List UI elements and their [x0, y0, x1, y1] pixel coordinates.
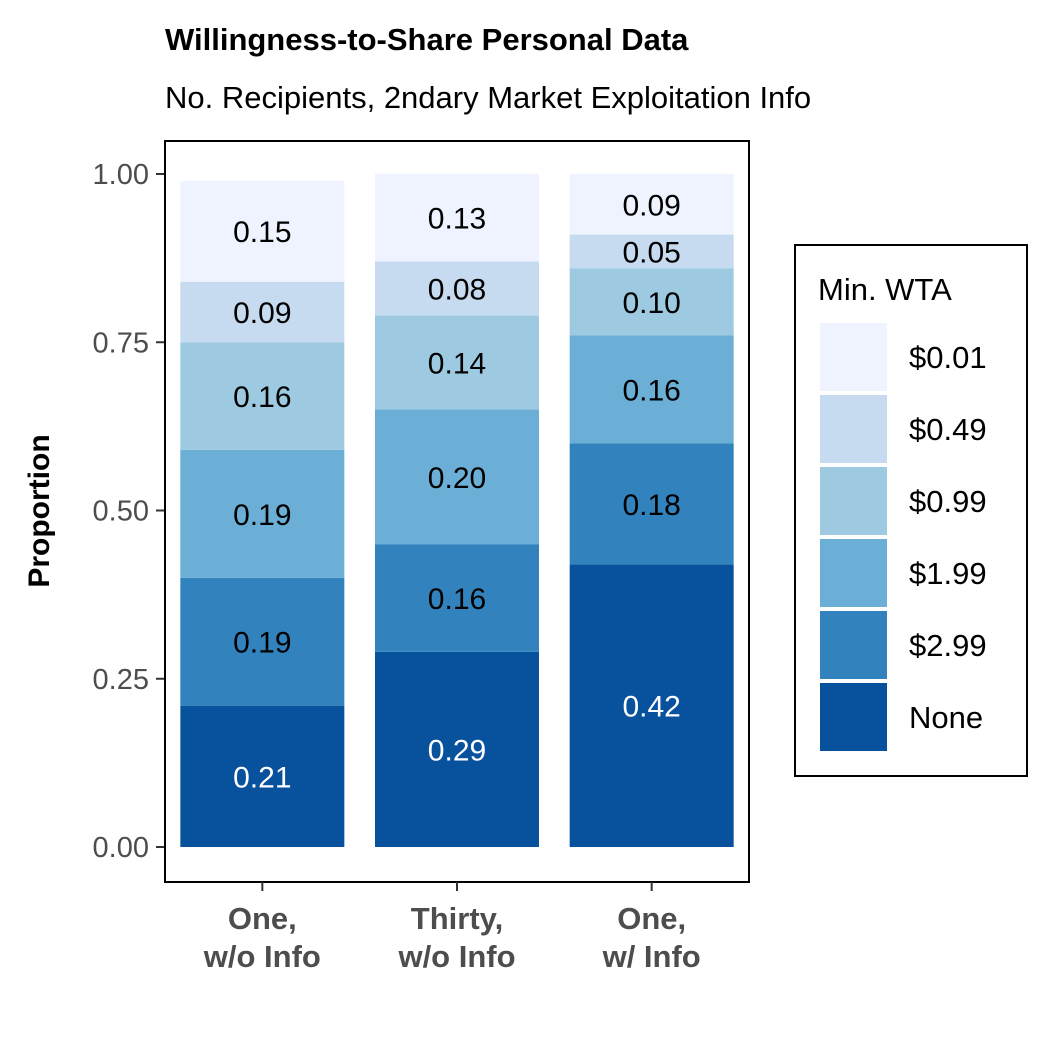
data-label: 0.20 [428, 462, 486, 495]
data-label: 0.42 [622, 691, 680, 724]
data-label: 0.09 [233, 297, 291, 330]
y-tick-label: 0.50 [93, 496, 149, 528]
bar-segment [569, 234, 734, 269]
y-tick-label: 0.75 [93, 327, 149, 359]
bar-segment [375, 409, 539, 545]
data-label: 0.18 [622, 489, 680, 522]
x-tick-label: One, [228, 901, 297, 936]
bar-segment [569, 174, 734, 235]
data-label: 0.09 [622, 189, 680, 222]
bar-segment [375, 544, 539, 652]
data-label: 0.21 [233, 761, 291, 794]
bar-segment [180, 342, 345, 450]
legend-key [820, 539, 887, 607]
legend-label: $1.99 [909, 556, 987, 591]
data-label: 0.16 [428, 583, 486, 616]
y-axis: 0.00 0.25 0.50 0.75 1.00 [93, 159, 165, 864]
legend-label: None [909, 700, 983, 735]
data-label: 0.10 [622, 287, 680, 320]
data-label: 0.15 [233, 216, 291, 249]
bar-segment [375, 174, 539, 262]
x-tick-label: w/ Info [602, 939, 701, 974]
bar-segment [569, 564, 734, 847]
legend-key [820, 467, 887, 535]
data-label: 0.16 [622, 374, 680, 407]
legend: Min. WTA $0.01 $0.49 $0.99 $1.99 $2.99 None [794, 244, 1028, 777]
bar-segment [180, 449, 345, 578]
data-label: 0.05 [622, 236, 680, 269]
legend-label: $0.99 [909, 484, 987, 519]
data-label: 0.19 [233, 627, 291, 660]
bars: 0.21 0.19 0.19 0.16 0.09 0.15 0.29 0.16 0.20 0.14… [180, 174, 734, 847]
x-tick-label: Thirty, [411, 901, 503, 936]
bar-segment [375, 261, 539, 316]
legend-label: $2.99 [909, 628, 987, 663]
legend-label: $0.49 [909, 412, 987, 447]
data-label: 0.13 [428, 203, 486, 236]
bar-segment [569, 335, 734, 444]
legend-key [820, 395, 887, 463]
y-tick-label: 0.00 [93, 832, 149, 864]
legend-label: $0.01 [909, 340, 987, 375]
bar-segment [569, 443, 734, 565]
bar-segment [375, 651, 539, 847]
data-label: 0.08 [428, 273, 486, 306]
x-tick-label: w/o Info [203, 939, 321, 974]
data-label: 0.29 [428, 734, 486, 767]
bar-segment [375, 315, 539, 410]
bar-segment [180, 577, 345, 706]
chart-subtitle: No. Recipients, 2ndary Market Exploitati… [165, 80, 811, 115]
bar-segment [180, 180, 345, 282]
chart-title: Willingness-to-Share Personal Data [165, 22, 689, 57]
legend-key [820, 323, 887, 391]
x-tick-label: One, [617, 901, 686, 936]
bar-segment [180, 281, 345, 343]
data-label: 0.16 [233, 381, 291, 414]
bar-segment [569, 268, 734, 336]
data-label: 0.14 [428, 347, 486, 380]
data-label: 0.19 [233, 499, 291, 532]
x-tick-label: w/o Info [397, 939, 515, 974]
y-axis-label: Proportion [23, 434, 56, 587]
legend-title: Min. WTA [818, 272, 952, 307]
y-tick-label: 0.25 [93, 664, 149, 696]
legend-key [820, 611, 887, 679]
bar-segment [180, 705, 345, 847]
y-tick-label: 1.00 [93, 159, 149, 191]
legend-key [820, 683, 887, 751]
legend-items: $0.01 $0.49 $0.99 $1.99 $2.99 None [820, 323, 987, 751]
